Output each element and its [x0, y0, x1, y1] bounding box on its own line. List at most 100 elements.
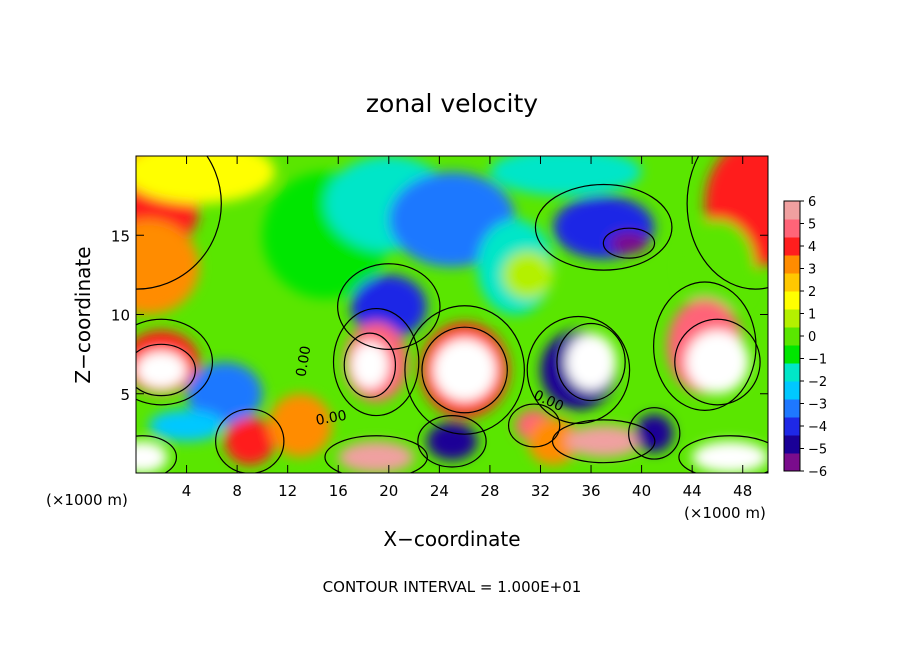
contour-line: [136, 156, 222, 290]
x-tick-label: 4: [182, 482, 192, 500]
colorbar-label: −3: [808, 398, 827, 413]
x-tick-label: 12: [278, 482, 297, 500]
colorbar-swatch: [784, 237, 800, 256]
colorbar-label: −2: [808, 375, 827, 390]
field-blob: [268, 393, 332, 458]
contour-line: [507, 403, 561, 448]
y-tick-label: 5: [120, 386, 130, 404]
field-blob: [679, 219, 756, 315]
field-blob: [136, 441, 168, 473]
colorbar-swatch: [784, 273, 800, 292]
field-blob: [635, 414, 674, 453]
colorbar-swatch: [784, 435, 800, 454]
x-tick-label: 28: [480, 482, 499, 500]
velocity-field: [136, 156, 768, 473]
colorbar-swatch: [784, 363, 800, 382]
contour-line: [686, 156, 768, 290]
contour-line: [136, 435, 178, 473]
x-tick-label: 36: [581, 482, 600, 500]
contour-line: [215, 408, 285, 473]
field-blob: [565, 425, 642, 458]
colorbar-label: 4: [808, 240, 816, 255]
x-tick-label: 8: [232, 482, 242, 500]
contour-label: 0.00: [314, 408, 347, 429]
contour-label: 0.00: [293, 345, 314, 378]
contour-line: [653, 281, 757, 411]
contour-line: [337, 263, 441, 350]
field-blob: [433, 338, 497, 402]
x-unit-right: (×1000 m): [684, 504, 766, 522]
field-blob: [426, 422, 478, 461]
colorbar-swatch: [784, 201, 800, 220]
field-blob: [148, 409, 225, 442]
colorbar-swatch: [784, 309, 800, 328]
y-axis-label: Z−coordinate: [71, 246, 95, 383]
x-unit-left: (×1000 m): [46, 491, 128, 509]
contour-line: [421, 326, 508, 414]
x-axis-ticks: 4 8 12 16 20 24 28 32 36 40 44 48: [182, 156, 752, 500]
x-tick-label: 32: [531, 482, 550, 500]
contour-line: [343, 332, 397, 398]
colorbar-label: 5: [808, 218, 816, 233]
field-blob: [136, 219, 200, 315]
colorbar-label: 3: [808, 263, 816, 278]
field-blob: [502, 251, 554, 299]
field-blob: [527, 417, 579, 466]
y-axis-ticks: 5 10 15: [111, 227, 768, 404]
colorbar-label: 0: [808, 330, 816, 345]
plot-area: 0.000.000.00 4 8 12 16 20 24 28 32 36 40 44 48 5101…: [111, 155, 769, 500]
contour-line: [628, 407, 681, 460]
colorbar-swatch: [784, 291, 800, 310]
field-blob: [338, 441, 415, 473]
colorbar-swatch: [784, 345, 800, 364]
y-tick-label: 10: [111, 307, 130, 325]
contour-line: [332, 307, 420, 417]
colorbar-label: −4: [808, 420, 827, 435]
colorbar: 6 5 4 3 2 1 0 −1 −2 −3 −4 −5 −6: [783, 195, 827, 480]
colorbar-label: −6: [808, 465, 827, 480]
colorbar-label: −5: [808, 443, 827, 458]
contour-line: [674, 318, 761, 406]
field-blob: [565, 333, 617, 391]
contour-line: [404, 305, 525, 435]
contour-line: [534, 183, 673, 271]
contour-line: [551, 419, 656, 464]
colorbar-swatch: [784, 399, 800, 418]
field-blob: [350, 274, 427, 339]
x-tick-label: 44: [683, 482, 702, 500]
colorbar-swatch: [784, 381, 800, 400]
chart-title: zonal velocity: [366, 89, 538, 118]
colorbar-label: −1: [808, 353, 827, 368]
contour-line: [324, 435, 428, 473]
contour-line: [556, 322, 626, 402]
colorbar-swatch: [784, 327, 800, 346]
field-blob: [350, 341, 389, 389]
x-tick-label: 24: [430, 482, 449, 500]
field-blob: [489, 156, 642, 196]
x-tick-label: 40: [632, 482, 651, 500]
field-blob: [224, 417, 276, 466]
colorbar-label: 1: [808, 308, 816, 323]
field-blob: [692, 441, 768, 473]
x-tick-label: 20: [379, 482, 398, 500]
colorbar-swatch: [784, 219, 800, 238]
contour-line: [417, 415, 487, 468]
field-blob: [136, 156, 276, 204]
x-tick-label: 16: [329, 482, 348, 500]
field-blob: [136, 350, 187, 389]
x-axis-label: X−coordinate: [383, 527, 520, 551]
colorbar-label: 2: [808, 285, 816, 300]
y-tick-label: 15: [111, 227, 130, 245]
contour-line: [136, 343, 196, 397]
contour-line: [526, 315, 631, 425]
field-blobs: [136, 156, 768, 473]
field-blob: [610, 232, 648, 255]
contour-line: [678, 435, 768, 473]
x-tick-label: 48: [733, 482, 752, 500]
colorbar-label: 6: [808, 195, 816, 210]
colorbar-swatch: [784, 255, 800, 274]
colorbar-swatch: [784, 453, 800, 472]
contour-line: [602, 227, 656, 259]
